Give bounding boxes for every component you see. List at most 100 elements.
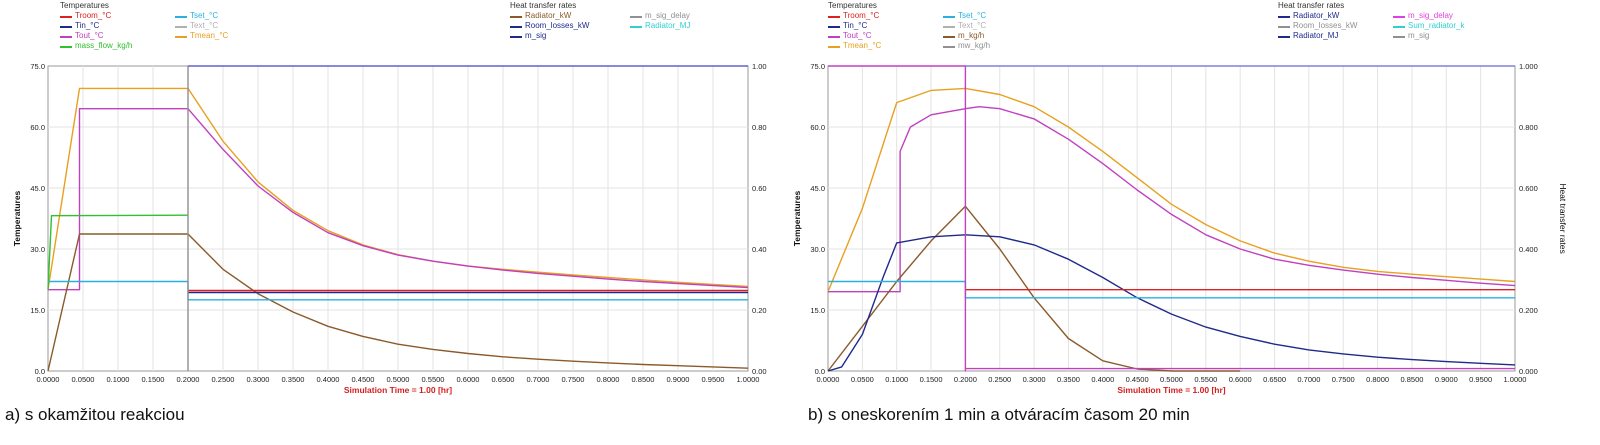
legend-label: Text_°C — [958, 21, 987, 30]
x-tick-label: 0.7500 — [562, 375, 585, 384]
x-tick-label: 0.9000 — [667, 375, 690, 384]
x-tick-label: 0.8500 — [1400, 375, 1423, 384]
legend-swatch — [175, 16, 187, 18]
legend-swatch — [510, 26, 522, 28]
x-tick-label: 0.3000 — [247, 375, 270, 384]
legend-label: mass_flow_kg/h — [75, 41, 133, 50]
x-axis-title: Simulation Time = 1.00 [hr] — [344, 385, 452, 395]
x-tick-label: 0.8500 — [632, 375, 655, 384]
legend-label: Tmean_°C — [843, 41, 882, 50]
x-tick-label: 0.9500 — [1469, 375, 1492, 384]
legend-swatch — [510, 36, 522, 38]
legend-label: Tset_°C — [190, 11, 219, 20]
x-tick-label: 0.5500 — [1194, 375, 1217, 384]
legend-swatch — [828, 36, 840, 38]
y-axis-title: Temperatures — [12, 190, 22, 246]
legend-label: Radiator_kW — [1293, 11, 1340, 20]
series-line-tout-c — [48, 108, 749, 291]
legend-label: m_kg/h — [958, 31, 985, 40]
legend-label: mw_kg/h — [958, 41, 991, 50]
plot-area-a: 0.0000 0.0500 0.1000 0.1500 0.2000 0.2500 0.30… — [12, 62, 767, 395]
y-axis-title: Temperatures — [792, 190, 802, 246]
y-tick-label: 75.0 — [810, 62, 825, 71]
legend-group-title: Temperatures — [60, 1, 109, 10]
x-tick-label: 0.0500 — [72, 375, 95, 384]
y2-tick-label: 0.600 — [1519, 184, 1538, 193]
y2-tick-label: 0.200 — [1519, 306, 1538, 315]
y-tick-label: 0.0 — [815, 367, 825, 376]
legend-swatch — [175, 26, 187, 28]
y-tick-label: 15.0 — [30, 306, 45, 315]
y-tick-label: 60.0 — [810, 123, 825, 132]
legend-swatch — [828, 26, 840, 28]
x-tick-label: 0.3500 — [1057, 375, 1080, 384]
legend-swatch — [630, 16, 642, 18]
x-tick-label: 0.6000 — [1229, 375, 1252, 384]
y-tick-label: 30.0 — [810, 245, 825, 254]
x-tick-label: 0.2500 — [988, 375, 1011, 384]
chart-panel-b: Temperatures Troom_°C Tset_°C Tin_°C Text_°C… — [792, 0, 1600, 395]
legend-swatch — [60, 26, 72, 28]
legend-swatch — [943, 16, 955, 18]
legend-label: Tset_°C — [958, 11, 987, 20]
legend-swatch — [60, 16, 72, 18]
x-tick-label: 1.0000 — [1504, 375, 1527, 384]
legend-label: Radiator_MJ — [1293, 31, 1339, 40]
x-tick-label: 0.4500 — [1126, 375, 1149, 384]
legend-label: Tin_°C — [75, 21, 100, 30]
x-tick-label: 0.0500 — [851, 375, 874, 384]
x-tick-label: 0.3500 — [282, 375, 305, 384]
legend-label: Radiator_kW — [525, 11, 572, 20]
x-axis-title: Simulation Time = 1.00 [hr] — [1117, 385, 1225, 395]
y2-axis-title: Heat transfer rates — [1558, 183, 1568, 253]
y2-tick-label: 0.80 — [752, 123, 767, 132]
x-tick-label: 0.1500 — [142, 375, 165, 384]
legend-label: Troom_°C — [75, 11, 112, 20]
x-tick-label: 0.2500 — [212, 375, 235, 384]
legend-label: Tmean_°C — [190, 31, 229, 40]
y-tick-label: 30.0 — [30, 245, 45, 254]
legend-label: m_sig — [1408, 31, 1430, 40]
legend-label: Text_°C — [190, 21, 219, 30]
legend-label: m_sig_delay — [645, 11, 690, 20]
series-line-tout-c — [828, 106, 1516, 293]
x-tick-label: 0.7000 — [1297, 375, 1320, 384]
legend-swatch — [1278, 16, 1290, 18]
legend-label: Sum_radiator_k — [1408, 21, 1465, 30]
y-tick-label: 45.0 — [30, 184, 45, 193]
legend-label: Room_losses_kW — [1293, 21, 1358, 30]
y2-tick-label: 0.20 — [752, 306, 767, 315]
legend-group-title: Heat transfer rates — [1278, 1, 1345, 10]
legend-swatch — [630, 26, 642, 28]
caption-b: b) s oneskorením 1 min a otváracím časom… — [808, 405, 1190, 424]
y2-tick-label: 0.800 — [1519, 123, 1538, 132]
legend-label: Troom_°C — [843, 11, 880, 20]
legend-swatch — [60, 46, 72, 48]
y2-tick-label: 0.00 — [752, 367, 767, 376]
legend-swatch — [1278, 36, 1290, 38]
legend-label: m_sig_delay — [1408, 11, 1453, 20]
x-tick-label: 0.0000 — [37, 375, 60, 384]
legend-swatch — [828, 16, 840, 18]
x-tick-label: 0.1500 — [920, 375, 943, 384]
series-line-m-sig-delay — [828, 65, 1515, 372]
legend-swatch — [1393, 26, 1405, 28]
y-tick-label: 15.0 — [810, 306, 825, 315]
legend-label: Tout_°C — [75, 31, 104, 40]
caption-a: a) s okamžitou reakciou — [5, 405, 185, 424]
series-line-radiator-kw — [47, 233, 749, 372]
plot-area-b: 0.0000 0.0500 0.1000 0.1500 0.2000 0.2500 0.30… — [792, 62, 1568, 395]
x-tick-label: 0.2000 — [954, 375, 977, 384]
legend-swatch — [60, 36, 72, 38]
legend-label: m_sig — [525, 31, 547, 40]
x-tick-label: 0.7500 — [1332, 375, 1355, 384]
x-tick-label: 0.1000 — [107, 375, 130, 384]
y2-tick-label: 0.000 — [1519, 367, 1538, 376]
legend-label: Room_losses_kW — [525, 21, 590, 30]
x-tick-label: 0.1000 — [885, 375, 908, 384]
legend-group-title: Temperatures — [828, 1, 877, 10]
legend-label: Tin_°C — [843, 21, 868, 30]
y-tick-label: 60.0 — [30, 123, 45, 132]
chart-panel-a: Temperatures Troom_°C Tset_°C Tin_°C Text_°C… — [0, 0, 775, 395]
y-tick-label: 0.0 — [35, 367, 45, 376]
